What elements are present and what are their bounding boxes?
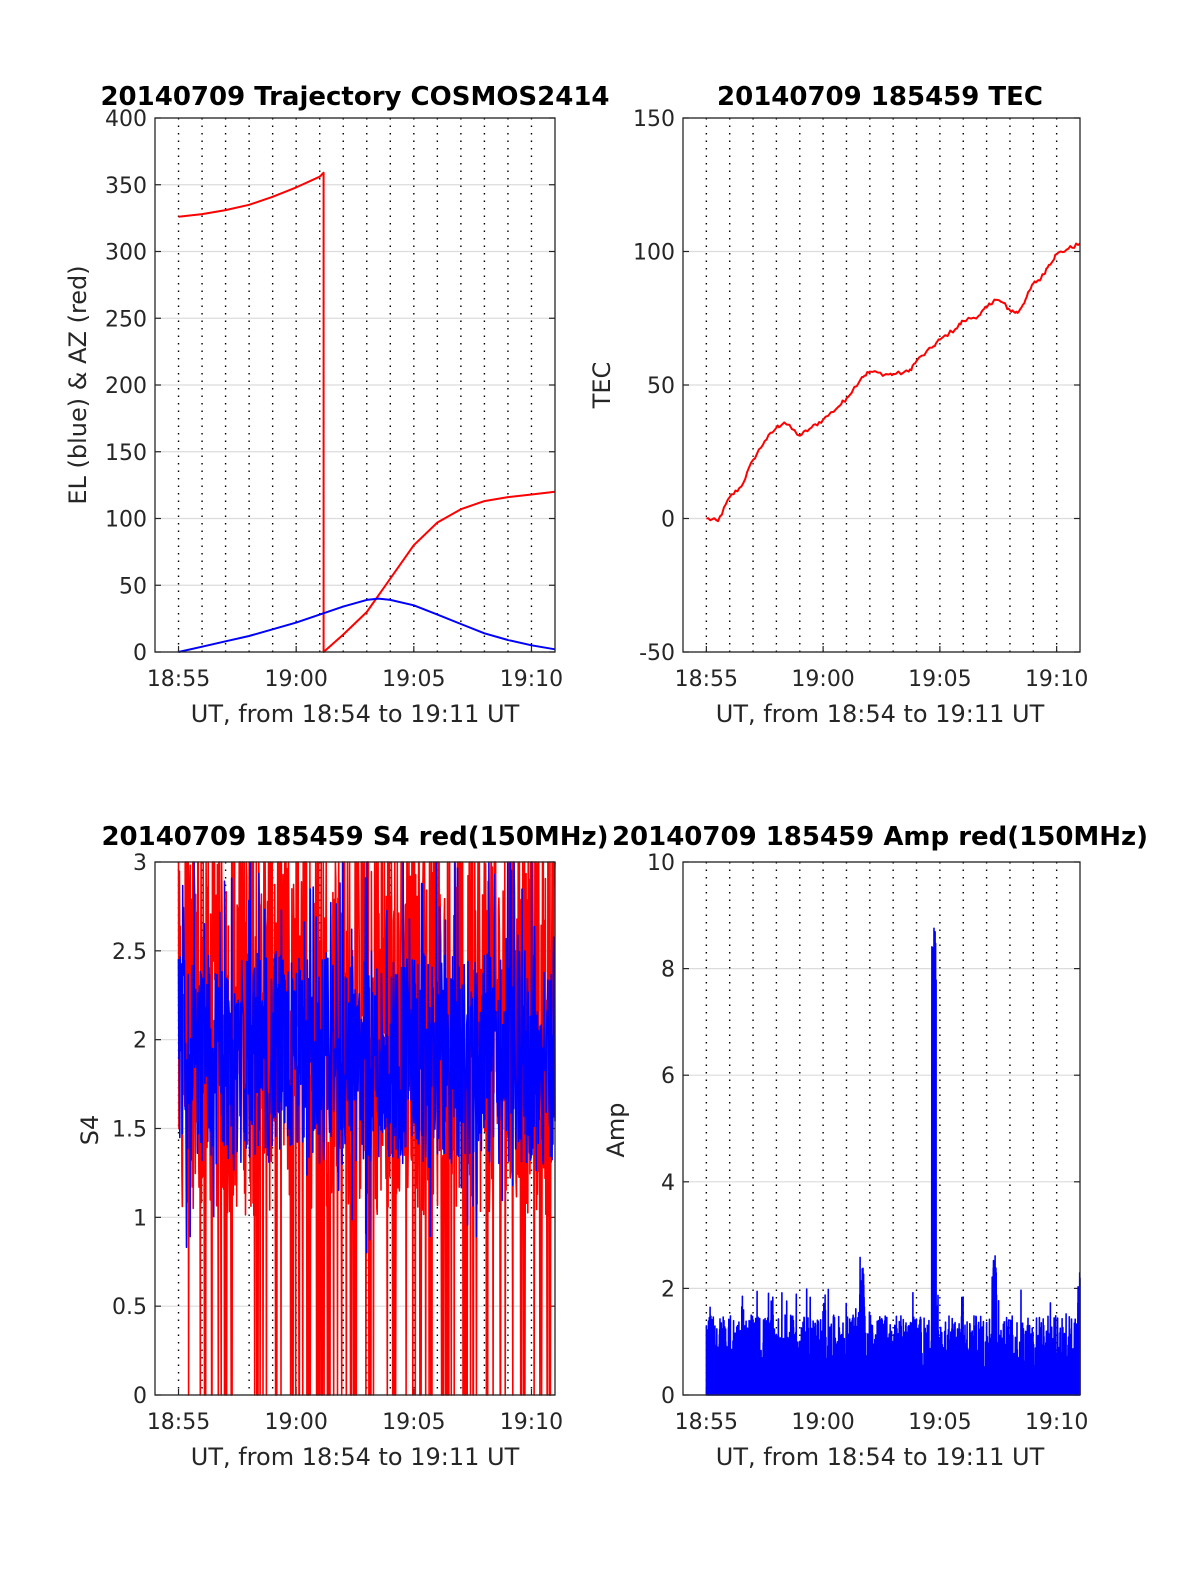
x-tick-label: 19:05	[382, 667, 445, 692]
y-tick-label: 300	[105, 241, 147, 266]
y-tick-label: 2	[661, 1277, 675, 1302]
trajectory-title: 20140709 Trajectory COSMOS2414	[100, 82, 609, 112]
amp-panel: 20140709 185459 Amp red(150MHz) UT, from…	[602, 822, 1148, 1471]
trajectory-panel: 20140709 Trajectory COSMOS2414 UT, from …	[64, 82, 610, 728]
y-tick-label: 200	[105, 374, 147, 399]
x-tick-label: 18:55	[147, 667, 210, 692]
plot-frame	[154, 117, 556, 653]
y-tick-label: 350	[105, 174, 147, 199]
s4-ylabel: S4	[76, 1115, 104, 1146]
y-tick-label: 150	[105, 441, 147, 466]
x-tick-label: 18:55	[675, 1410, 738, 1435]
amp-series-0-line	[705, 927, 1081, 1396]
y-tick-label: 0	[661, 508, 675, 533]
x-tick-label: 19:00	[264, 1410, 327, 1435]
y-tick-label: 0	[133, 1384, 147, 1409]
y-tick-label: 50	[119, 574, 147, 599]
trajectory-series-0-line	[178, 171, 556, 653]
y-tick-label: 1.5	[112, 1118, 147, 1143]
trajectory-xlabel: UT, from 18:54 to 19:11 UT	[191, 700, 520, 728]
y-tick-label: 100	[105, 508, 147, 533]
x-tick-label: 19:10	[1025, 667, 1088, 692]
y-tick-label: 2.5	[112, 940, 147, 965]
y-tick-label: -50	[639, 641, 675, 666]
y-tick-label: 2	[133, 1029, 147, 1054]
x-tick-label: 18:55	[147, 1410, 210, 1435]
tec-xlabel: UT, from 18:54 to 19:11 UT	[716, 700, 1045, 728]
x-tick-label: 19:10	[1025, 1410, 1088, 1435]
amp-ylabel: Amp	[602, 1102, 630, 1157]
amp-title: 20140709 185459 Amp red(150MHz)	[612, 822, 1148, 852]
y-tick-label: 0	[133, 641, 147, 666]
y-tick-label: 10	[647, 851, 675, 876]
plot-frame	[154, 861, 556, 1396]
tec-panel: 20140709 185459 TEC UT, from 18:54 to 19…	[588, 82, 1088, 728]
y-tick-label: 0	[661, 1384, 675, 1409]
y-tick-label: 100	[633, 241, 675, 266]
x-tick-label: 19:10	[500, 1410, 563, 1435]
s4-series-1-line	[177, 861, 556, 1254]
y-tick-label: 0.5	[112, 1295, 147, 1320]
tec-series-0-line	[706, 242, 1081, 523]
y-tick-label: 50	[647, 374, 675, 399]
amp-xlabel: UT, from 18:54 to 19:11 UT	[716, 1443, 1045, 1471]
plot-frame	[682, 117, 1081, 653]
y-tick-label: 250	[105, 307, 147, 332]
y-tick-label: 1	[133, 1206, 147, 1231]
trajectory-series-1-line	[178, 597, 556, 653]
x-tick-label: 19:05	[908, 667, 971, 692]
s4-panel: 20140709 185459 S4 red(150MHz) UT, from …	[76, 822, 609, 1471]
y-tick-label: 3	[133, 851, 147, 876]
x-tick-label: 19:10	[500, 667, 563, 692]
y-tick-label: 8	[661, 958, 675, 983]
tec-ylabel: TEC	[588, 362, 616, 410]
x-tick-label: 18:55	[675, 667, 738, 692]
y-tick-label: 6	[661, 1064, 675, 1089]
x-tick-label: 19:00	[791, 667, 854, 692]
tec-title: 20140709 185459 TEC	[717, 82, 1043, 112]
s4-title: 20140709 185459 S4 red(150MHz)	[101, 822, 608, 852]
s4-xlabel: UT, from 18:54 to 19:11 UT	[191, 1443, 520, 1471]
y-tick-label: 150	[633, 107, 675, 132]
y-tick-label: 4	[661, 1171, 675, 1196]
trajectory-ylabel: EL (blue) & AZ (red)	[64, 265, 92, 504]
x-tick-label: 19:00	[791, 1410, 854, 1435]
x-tick-label: 19:05	[382, 1410, 445, 1435]
x-tick-label: 19:00	[264, 667, 327, 692]
x-tick-label: 19:05	[908, 1410, 971, 1435]
y-tick-label: 400	[105, 107, 147, 132]
plot-frame	[682, 861, 1081, 1396]
